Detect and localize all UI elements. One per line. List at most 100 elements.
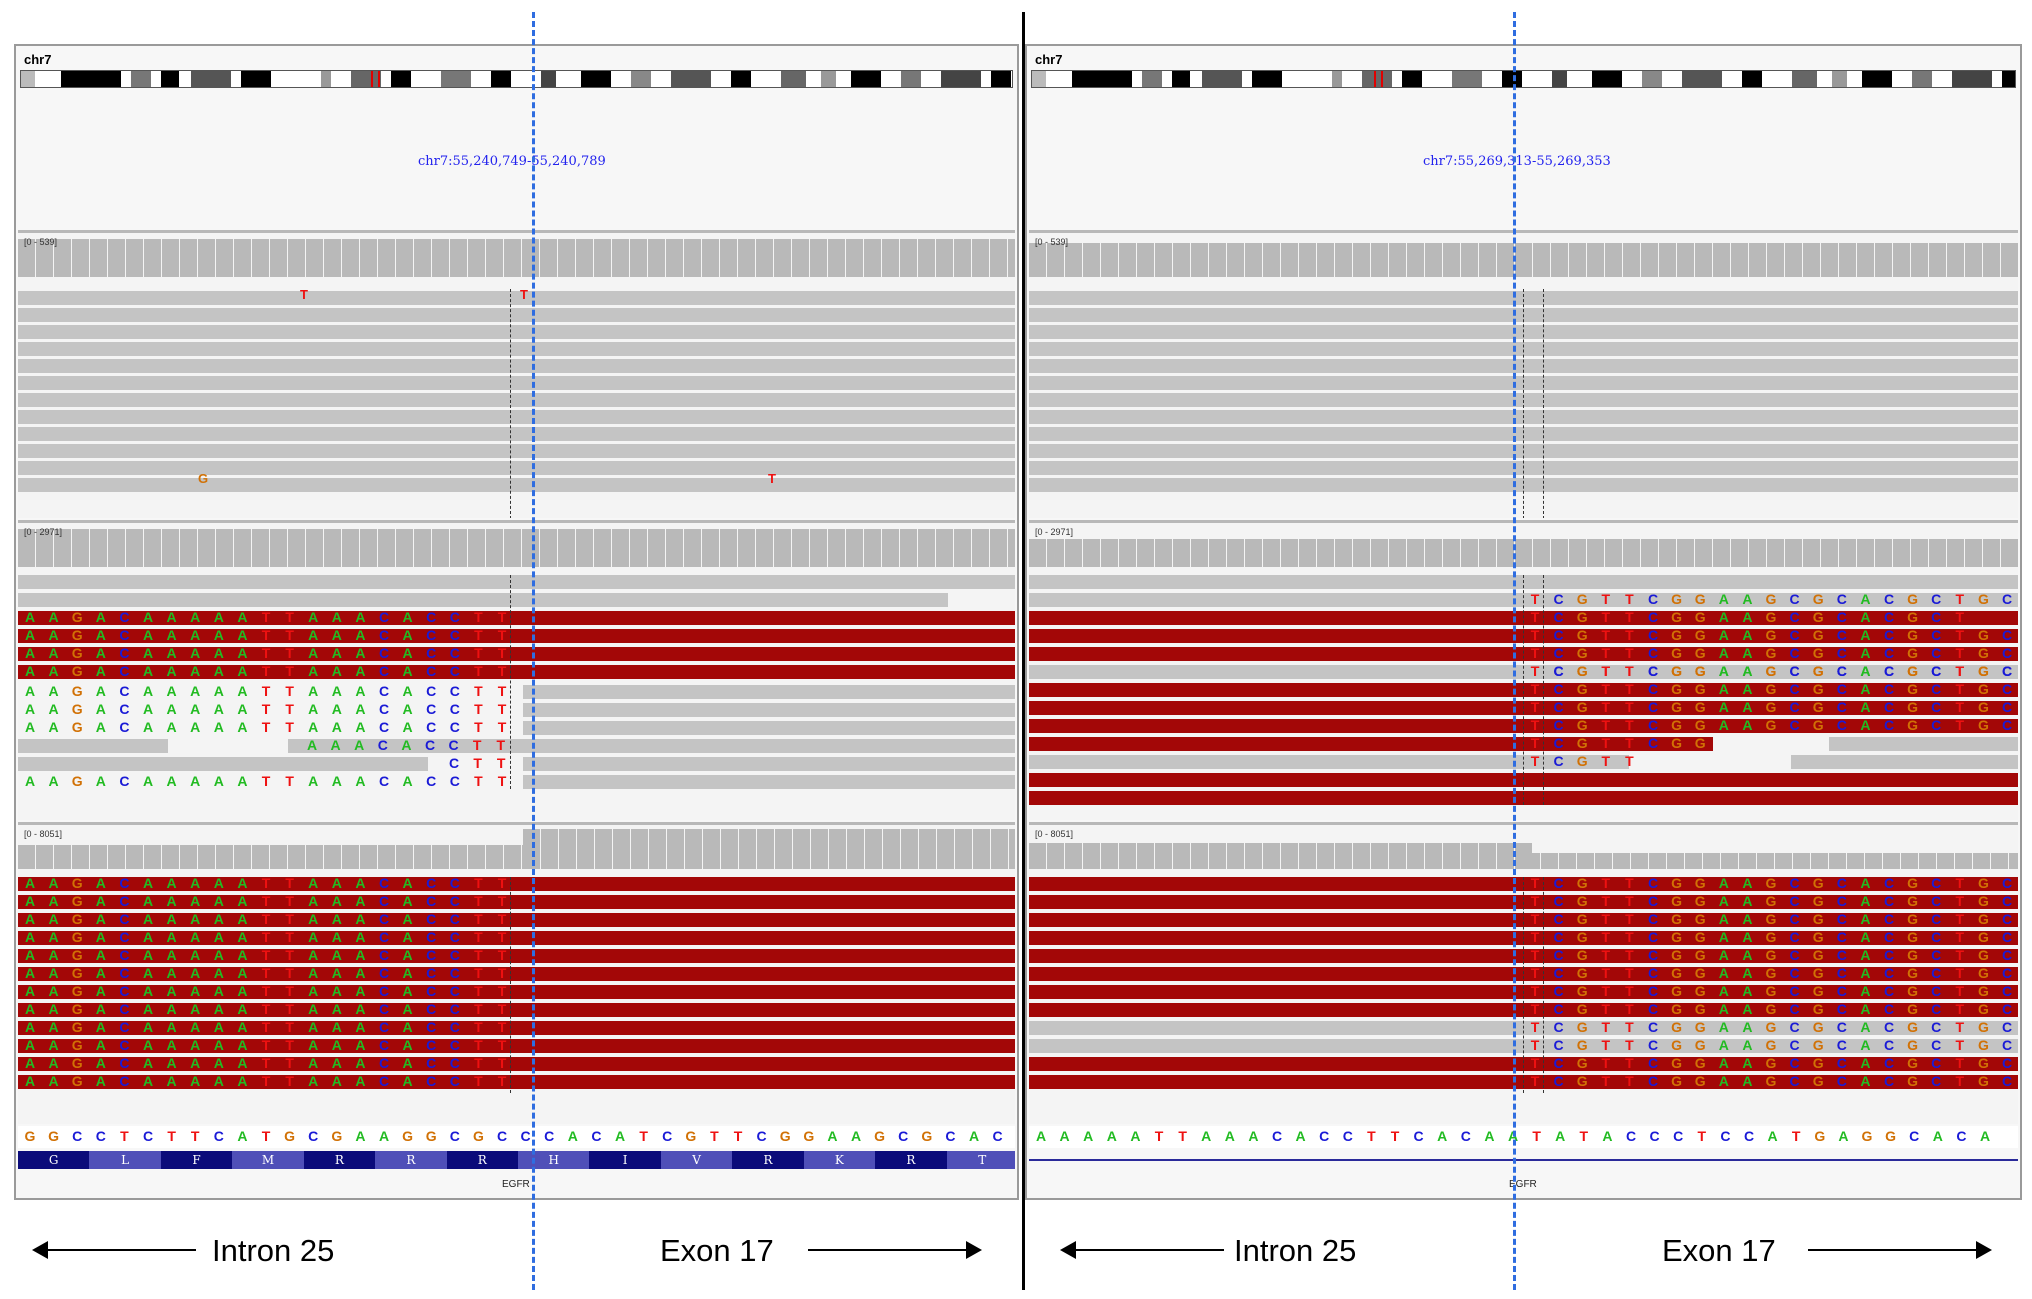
coverage-bar bbox=[828, 529, 846, 567]
aligned-read[interactable] bbox=[18, 665, 1015, 679]
soft-clip-base: A bbox=[142, 663, 154, 679]
aligned-read[interactable] bbox=[18, 291, 1015, 305]
soft-clip-base: C bbox=[1553, 893, 1564, 909]
aligned-read[interactable] bbox=[18, 427, 1015, 441]
aligned-read[interactable] bbox=[18, 575, 1015, 589]
aligned-read[interactable] bbox=[18, 1021, 1015, 1035]
soft-clip-base: G bbox=[1907, 1037, 1919, 1053]
coverage-bar bbox=[126, 529, 144, 567]
soft-clip-base: T bbox=[1601, 645, 1611, 661]
soft-clip-base: A bbox=[24, 719, 36, 735]
coverage-bar bbox=[1047, 843, 1065, 869]
chromosome-band bbox=[541, 71, 556, 87]
aligned-read[interactable] bbox=[288, 739, 1015, 753]
coverage-track[interactable] bbox=[18, 237, 1015, 277]
aligned-read[interactable] bbox=[18, 410, 1015, 424]
aligned-read[interactable] bbox=[18, 593, 948, 607]
soft-clip-base: C bbox=[1931, 947, 1942, 963]
coverage-track[interactable] bbox=[1029, 527, 2018, 567]
aligned-read[interactable] bbox=[1179, 325, 1319, 339]
coverage-track[interactable] bbox=[18, 829, 1015, 869]
aligned-read[interactable] bbox=[18, 1039, 1015, 1053]
soft-clip-base: A bbox=[142, 1001, 154, 1017]
soft-clip-base: A bbox=[24, 1001, 36, 1017]
aligned-read[interactable] bbox=[18, 647, 1015, 661]
aligned-read[interactable] bbox=[18, 611, 1015, 625]
chromosome-ideogram[interactable] bbox=[1031, 70, 2016, 88]
aligned-read[interactable] bbox=[18, 461, 1015, 475]
aligned-read[interactable] bbox=[18, 877, 1015, 891]
soft-clip-base: A bbox=[1718, 663, 1729, 679]
aligned-read[interactable] bbox=[1791, 755, 2018, 769]
aligned-read[interactable] bbox=[18, 757, 428, 771]
soft-clip-base: C bbox=[1931, 1001, 1942, 1017]
soft-clip-base: G bbox=[1671, 1037, 1683, 1053]
aligned-read[interactable] bbox=[18, 967, 1015, 981]
soft-clip-base: G bbox=[71, 1001, 83, 1017]
soft-clip-base: C bbox=[1931, 1055, 1942, 1071]
aligned-read[interactable] bbox=[18, 985, 1015, 999]
aligned-read[interactable] bbox=[18, 913, 1015, 927]
soft-clip-base: A bbox=[1718, 699, 1729, 715]
soft-clip-base: T bbox=[1625, 699, 1634, 715]
alignment-track-1[interactable]: [0 - 539] bbox=[1029, 230, 2018, 518]
soft-clip-base: T bbox=[1530, 1001, 1540, 1017]
soft-clip-base: T bbox=[474, 1073, 483, 1089]
aligned-read[interactable] bbox=[523, 721, 1015, 735]
aligned-read[interactable] bbox=[18, 444, 1015, 458]
soft-clip-base: A bbox=[213, 965, 224, 981]
coverage-bar bbox=[702, 239, 720, 277]
coverage-bar bbox=[991, 829, 1009, 869]
aligned-read[interactable] bbox=[523, 685, 1015, 699]
coverage-bar bbox=[936, 529, 954, 567]
soft-clip-base: T bbox=[497, 1019, 507, 1035]
aligned-read[interactable] bbox=[18, 1075, 1015, 1089]
coverage-bar bbox=[414, 239, 432, 277]
coverage-track[interactable] bbox=[1029, 829, 2018, 869]
chromosome-band bbox=[491, 71, 511, 87]
chromosome-ideogram[interactable] bbox=[20, 70, 1013, 88]
alignment-track-1[interactable]: [0 - 539] T T G T bbox=[18, 230, 1015, 518]
reference-base: A bbox=[1767, 1128, 1778, 1144]
aligned-read[interactable] bbox=[18, 393, 1015, 407]
soft-clip-base: C bbox=[2001, 1073, 2013, 1089]
soft-clip-base: T bbox=[1601, 735, 1611, 751]
aligned-read[interactable] bbox=[18, 376, 1015, 390]
coverage-bar bbox=[612, 239, 630, 277]
aligned-read[interactable] bbox=[1029, 755, 1629, 769]
aligned-read[interactable] bbox=[523, 703, 1015, 717]
aligned-read[interactable] bbox=[18, 342, 1015, 356]
aligned-read[interactable] bbox=[18, 629, 1015, 643]
right-arrow-exon-right bbox=[1808, 1241, 1992, 1259]
aligned-read[interactable] bbox=[18, 359, 1015, 373]
coverage-track[interactable] bbox=[1029, 237, 2018, 277]
aligned-read[interactable] bbox=[18, 1003, 1015, 1017]
soft-clip-base: C bbox=[119, 1037, 130, 1053]
aligned-read[interactable] bbox=[523, 775, 1015, 789]
soft-clip-base: G bbox=[1694, 1001, 1706, 1017]
aligned-read[interactable] bbox=[1029, 737, 1713, 751]
aligned-read[interactable] bbox=[18, 478, 1015, 492]
aligned-read[interactable] bbox=[18, 949, 1015, 963]
soft-clip-base: C bbox=[426, 627, 437, 643]
soft-clip-base: G bbox=[1977, 717, 1989, 733]
aligned-read[interactable] bbox=[18, 308, 1015, 322]
aligned-read[interactable] bbox=[18, 931, 1015, 945]
soft-clip-base: T bbox=[1601, 1073, 1611, 1089]
soft-clip-base: T bbox=[1530, 983, 1540, 999]
aligned-read[interactable] bbox=[18, 895, 1015, 909]
aligned-read[interactable] bbox=[18, 739, 168, 753]
soft-clip-base: C bbox=[378, 983, 390, 999]
aligned-read[interactable] bbox=[523, 757, 1015, 771]
coverage-bar bbox=[1767, 539, 1785, 567]
aligned-read[interactable] bbox=[18, 1057, 1015, 1071]
soft-clip-base: T bbox=[1530, 911, 1540, 927]
soft-clip-base: T bbox=[1530, 1019, 1540, 1035]
aligned-read[interactable] bbox=[1829, 737, 2018, 751]
coverage-track[interactable] bbox=[18, 527, 1015, 567]
aligned-read[interactable] bbox=[18, 325, 1015, 339]
